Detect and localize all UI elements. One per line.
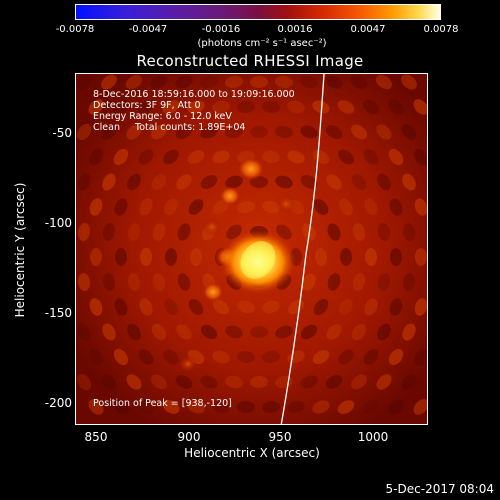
colorbar-tick-label: -0.0078 bbox=[55, 24, 95, 35]
colorbar-tick-label: 0.0016 bbox=[277, 24, 313, 35]
creation-date: 5-Dec-2017 08:04 bbox=[385, 482, 494, 496]
colorbar-tick-label: 0.0078 bbox=[423, 24, 459, 35]
x-axis-label: Heliocentric X (arcsec) bbox=[184, 446, 320, 460]
image-title: Reconstructed RHESSI Image bbox=[136, 52, 364, 70]
x-tick-label: 850 bbox=[84, 430, 108, 444]
x-tick-label: 900 bbox=[177, 430, 201, 444]
colorbar-tick-label: 0.0047 bbox=[350, 24, 386, 35]
solar-limb bbox=[280, 74, 325, 424]
y-tick-label: -200 bbox=[44, 396, 72, 410]
peak-position: Position of Peak = [938,-120] bbox=[93, 398, 232, 409]
colorbar-tick-label: -0.0047 bbox=[128, 24, 168, 35]
y-tick-label: -150 bbox=[44, 306, 72, 320]
colorbar-tick-label: -0.0016 bbox=[201, 24, 241, 35]
y-tick-label: -100 bbox=[44, 216, 72, 230]
x-tick-label: 950 bbox=[268, 430, 292, 444]
energy-range: Energy Range: 6.0 - 12.0 keV bbox=[93, 111, 232, 122]
y-tick-label: -50 bbox=[52, 126, 72, 140]
clean-total-counts: Clean Total counts: 1.89E+04 bbox=[93, 122, 246, 133]
rhessi-image-plot: 8-Dec-2016 18:59:16.000 to 19:09:16.000 … bbox=[75, 73, 428, 425]
colorbar bbox=[75, 4, 441, 20]
x-tick-label: 1000 bbox=[357, 430, 389, 444]
observation-time: 8-Dec-2016 18:59:16.000 to 19:09:16.000 bbox=[93, 89, 295, 100]
colorbar-units: (photons cm⁻² s⁻¹ asec⁻²) bbox=[197, 38, 327, 49]
y-axis-label: Heliocentric Y (arcsec) bbox=[13, 182, 27, 318]
flare-sources bbox=[178, 157, 296, 373]
rhessi-image bbox=[76, 74, 427, 424]
detectors-info: Detectors: 3F 9F, Att 0 bbox=[93, 100, 201, 111]
